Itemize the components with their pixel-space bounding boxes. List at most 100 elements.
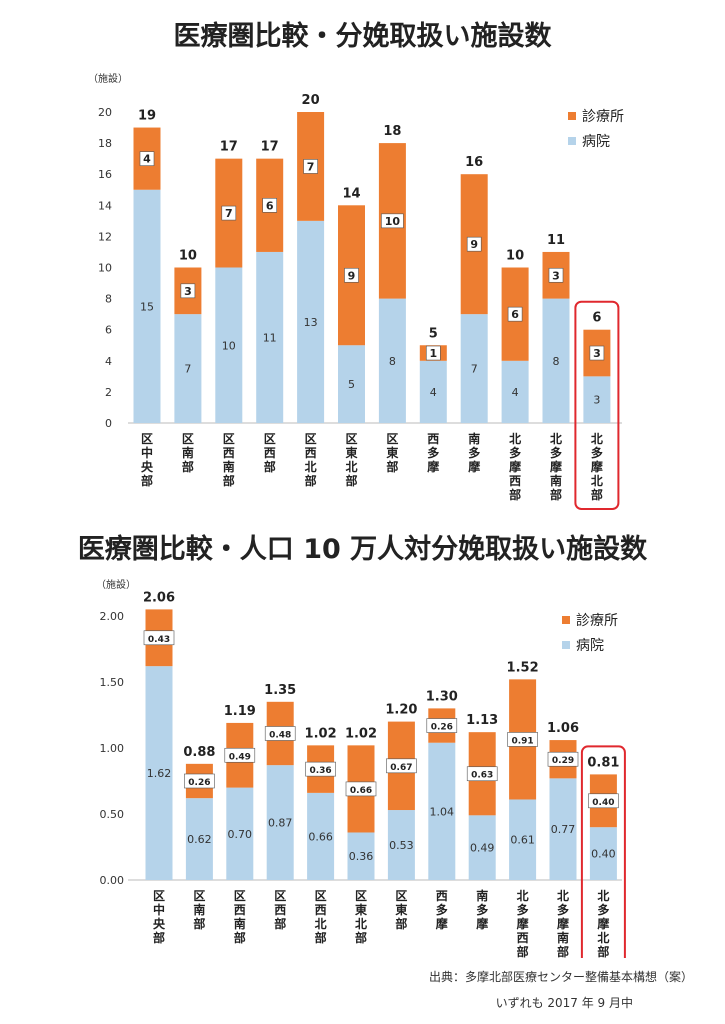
x-category-label: 部 [305,473,317,488]
legend-label-hospital: 病院 [582,134,610,150]
data-label-clinic: 0.48 [269,730,291,740]
x-category-label: 部 [234,930,246,945]
data-label-hospital: 4 [430,386,437,399]
highlight-frame [580,745,626,958]
x-category-label: 部 [557,944,569,958]
x-category-label: 部 [509,487,521,502]
y-tick-label: 2 [105,386,112,399]
x-category-label: 北 [355,916,367,931]
x-category-label: 部 [355,930,367,945]
data-label-total: 1.52 [507,660,539,675]
data-label-clinic: 0.36 [309,766,331,776]
data-label-hospital: 7 [184,363,191,376]
bar-hospital [583,376,611,423]
bar-hospital [428,742,456,880]
x-category-label: 多 [591,445,603,460]
data-label-hospital: 5 [348,378,355,391]
x-category-label: 南 [476,888,488,903]
data-label-clinic: 0.43 [148,635,170,645]
data-label-clinic: 4 [143,153,151,166]
stacked-bar-chart-facility-count: （施設）0246810121416182015419区中央部7310区南部107… [88,72,624,510]
highlight-frame [574,300,620,510]
x-category-label: 北 [517,888,529,903]
data-label-hospital: 13 [304,316,318,329]
bar-hospital [215,267,243,423]
data-label-clinic: 6 [511,308,519,321]
x-category-label: 東 [395,902,407,917]
bar-hospital [133,189,161,423]
data-label-total: 5 [429,326,438,341]
x-category-label: 摩 [591,459,603,474]
data-label-total: 17 [261,140,279,155]
stacked-bar-chart-per-100k: （施設）0.000.501.001.502.001.620.432.06区中央部… [96,578,626,958]
data-label-clinic: 7 [225,207,233,220]
bar-hospital [297,220,325,423]
data-label-hospital: 0.36 [349,850,374,863]
bar-hospital [256,251,284,423]
y-tick-label: 18 [98,137,112,150]
data-label-total: 1.19 [224,704,256,719]
data-label-box [589,345,605,361]
data-label-clinic: 0.49 [229,752,251,762]
data-label-box [344,267,359,283]
data-label-box [224,747,256,763]
x-category-label: 区 [386,432,398,446]
x-category-label: 西 [315,903,327,917]
data-label-clinic: 7 [307,160,315,173]
y-tick-label: 2.00 [100,610,125,623]
data-label-clinic: 3 [552,269,560,282]
x-category-label: 北 [597,930,609,945]
data-label-clinic: 0.91 [511,736,533,746]
x-category-label: 多 [468,445,480,460]
y-tick-label: 1.00 [100,742,125,755]
data-label-clinic: 0.40 [592,798,614,808]
y-tick-label: 20 [98,106,112,119]
x-category-label: 部 [315,930,327,945]
y-axis-unit-label: （施設） [96,578,136,591]
y-tick-label: 4 [105,355,112,368]
data-label-total: 14 [342,186,360,201]
data-label-hospital: 0.40 [591,848,616,861]
data-label-clinic: 10 [385,215,401,228]
bar-hospital [509,799,537,880]
data-label-box [466,236,482,252]
x-category-label: 区 [264,432,276,446]
x-category-label: 多 [597,902,609,917]
data-label-total: 10 [179,249,197,264]
data-label-clinic: 0.29 [552,756,574,766]
x-category-label: 北 [509,431,521,446]
data-label-box [262,198,278,213]
y-tick-label: 0.00 [100,874,125,887]
x-category-label: 区 [345,432,357,446]
data-label-clinic: 9 [470,238,478,251]
x-category-label: 南 [182,445,194,460]
x-category-label: 多 [509,445,521,460]
x-category-label: 部 [386,459,398,474]
data-label-total: 1.20 [385,703,417,718]
legend-swatch-hospital [562,641,570,649]
x-category-label: 東 [355,902,367,917]
data-label-hospital: 0.53 [389,839,414,852]
data-label-hospital: 4 [512,386,519,399]
x-category-label: 区 [395,889,407,903]
bar-hospital [378,298,406,423]
legend-label-clinic: 診療所 [576,612,618,629]
x-category-label: 西 [517,931,529,945]
x-category-label: 南 [557,930,569,945]
data-label-hospital: 0.70 [228,828,253,841]
x-category-label: 北 [315,916,327,931]
data-label-box [303,159,318,174]
x-category-label: 部 [597,944,609,958]
source-note: 出典：多摩北部医療センター整備基本構想（案） [428,970,693,984]
x-category-label: 部 [193,916,205,931]
bar-hospital [338,345,365,423]
data-label-total: 16 [465,155,483,170]
x-category-label: 多 [517,902,529,917]
y-tick-label: 16 [98,168,112,181]
bar-hospital [266,765,294,880]
x-category-label: 西 [305,446,317,460]
x-category-label: 区 [234,889,246,903]
bar-hospital [419,360,447,423]
x-category-label: 北 [591,431,603,446]
x-category-label: 南 [550,473,562,488]
